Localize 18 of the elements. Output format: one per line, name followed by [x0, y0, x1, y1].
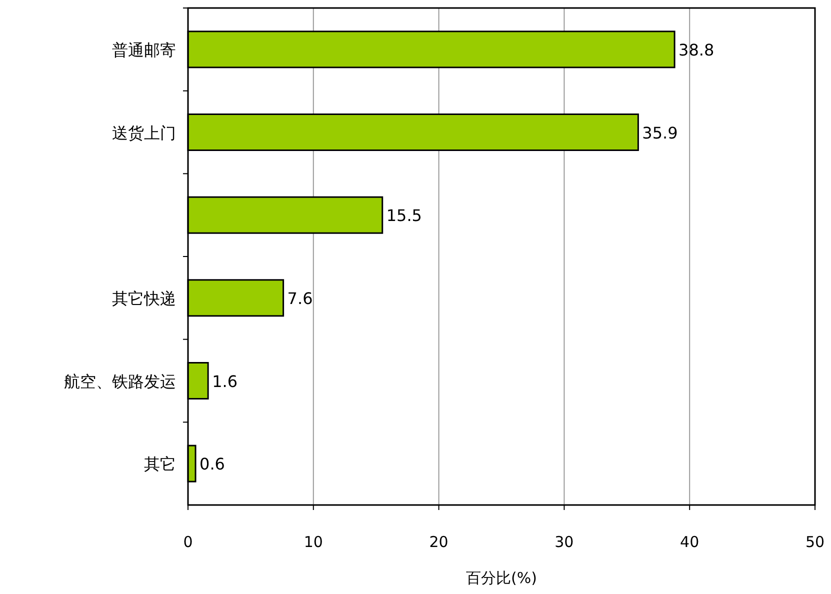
- data-label: 35.9: [642, 123, 678, 142]
- x-axis-title: 百分比(%): [466, 569, 537, 587]
- x-tick-label: 30: [554, 533, 574, 551]
- data-label: 15.5: [386, 206, 422, 226]
- data-label: 38.8: [678, 40, 714, 60]
- x-tick-label: 20: [429, 533, 448, 551]
- x-tick-label: 40: [680, 533, 700, 551]
- x-tick-label: 0: [183, 533, 193, 551]
- data-label: 7.6: [287, 288, 313, 308]
- y-tick-label: 送货上门: [112, 123, 176, 142]
- y-tick-label: 普通邮寄: [112, 40, 176, 60]
- y-tick-label: 其它: [144, 454, 176, 474]
- data-label: 0.6: [200, 454, 225, 474]
- y-tick-label: 航空、铁路发运: [64, 372, 176, 391]
- x-tick-label: 50: [805, 533, 825, 551]
- x-tick-label: 10: [304, 533, 323, 551]
- data-label: 1.6: [212, 372, 238, 391]
- y-tick-label: 其它快递: [112, 288, 176, 308]
